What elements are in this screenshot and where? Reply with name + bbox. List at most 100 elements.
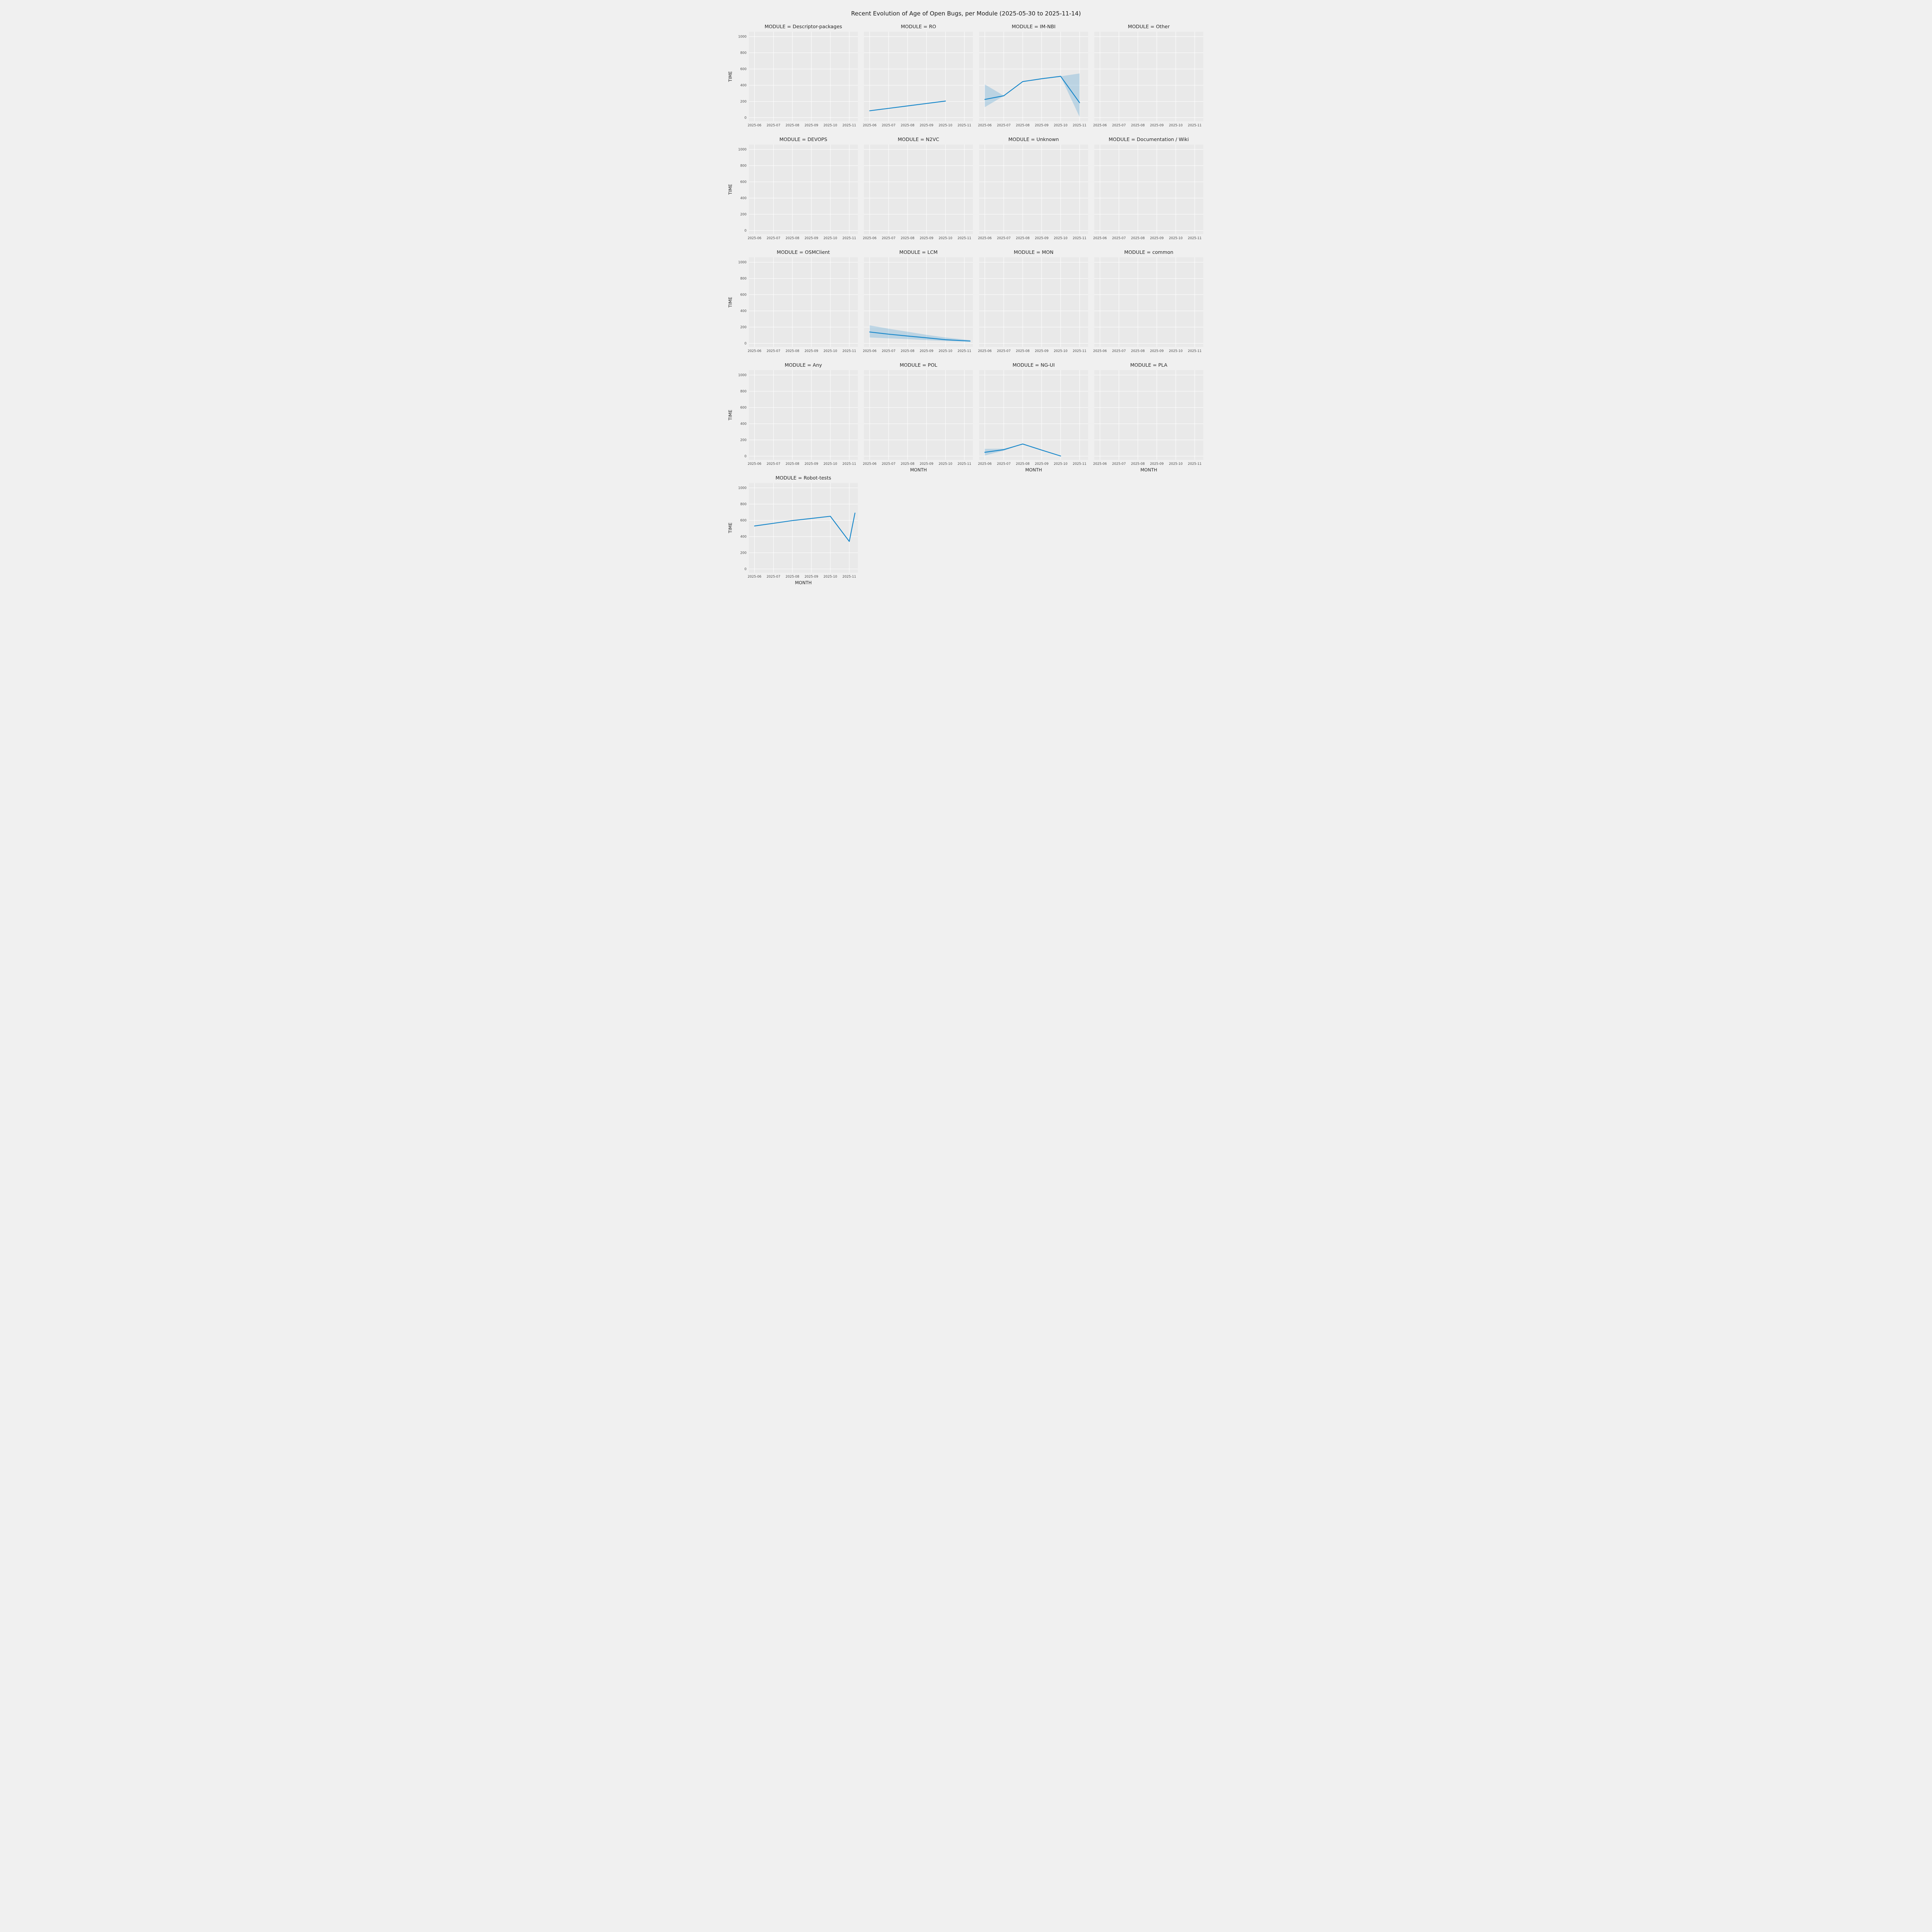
x-tick-label: 2025-08 [901, 462, 915, 466]
y-tick-label: 1000 [738, 261, 747, 265]
x-tick-label: 2025-10 [1054, 462, 1068, 466]
x-tick-label: 2025-08 [786, 124, 799, 128]
x-tick-label: 2025-08 [786, 349, 799, 353]
x-tick-label: 2025-08 [901, 349, 915, 353]
facet-POL: MODULE = POL 2025-06 2025-07 2025-08 2025-09… [863, 362, 973, 473]
x-tick-label: 2025-11 [1073, 462, 1087, 466]
y-tick-label: 200 [740, 100, 747, 104]
x-tick-label: 2025-07 [767, 124, 781, 128]
gridlines [749, 370, 858, 460]
x-tick-label: 2025-11 [957, 462, 971, 466]
x-tick-label: 2025-10 [1054, 124, 1068, 128]
facet-common: MODULE = common 2025-06 2025-07 2025-08 2025… [1093, 249, 1203, 353]
x-tick-label: 2025-07 [767, 575, 781, 579]
x-tick-label: 2025-06 [863, 124, 877, 128]
facet-title: MODULE = Unknown [1009, 136, 1059, 142]
plot-area [1094, 32, 1203, 121]
x-tick-label: 2025-08 [786, 575, 799, 579]
facet-title: MODULE = Descriptor-packages [765, 24, 842, 29]
x-tick-label: 2025-09 [920, 236, 934, 240]
facet-title: MODULE = POL [900, 362, 937, 368]
facet-Robot-tests: MODULE = Robot-tests 2025-06 2025-07 2025-0… [728, 475, 858, 585]
x-tick-label: 2025-08 [901, 124, 915, 128]
chart-title: Recent Evolution of Age of Open Bugs, pe… [851, 10, 1081, 17]
gridlines [749, 483, 858, 573]
x-tick-label: 2025-10 [939, 349, 952, 353]
facet-IM-NBI: MODULE = IM-NBI 2025-06 2025-07 2025-08 2025… [978, 24, 1088, 128]
x-tick-label: 2025-11 [1188, 349, 1202, 353]
x-tick-label: 2025-09 [804, 349, 818, 353]
facet-RO: MODULE = RO 2025-06 2025-07 2025-08 2025-09 2… [863, 24, 973, 128]
y-tick-label: 1000 [738, 35, 747, 39]
x-tick-label: 2025-09 [920, 124, 934, 128]
confidence-band [869, 325, 970, 342]
x-tick-label: 2025-10 [939, 236, 952, 240]
x-axis-label: MONTH [1140, 467, 1157, 473]
plot-area [979, 370, 1088, 460]
y-tick-label: 600 [740, 180, 747, 184]
facet-Any: MODULE = Any 2025-06 2025-07 2025-08 2025-09… [728, 362, 858, 466]
plot-area [864, 370, 973, 460]
y-tick-label: 1000 [738, 374, 747, 378]
series-line [869, 100, 946, 111]
x-tick-label: 2025-10 [1054, 236, 1068, 240]
y-tick-label: 200 [740, 326, 747, 330]
x-tick-label: 2025-07 [767, 349, 781, 353]
y-tick-label: 600 [740, 519, 747, 523]
facet-Unknown: MODULE = Unknown 2025-06 2025-07 2025-08 202… [978, 136, 1088, 240]
x-tick-label: 2025-09 [1150, 462, 1164, 466]
x-tick-label: 2025-07 [1112, 236, 1126, 240]
x-tick-label: 2025-06 [863, 236, 877, 240]
y-tick-label: 400 [740, 84, 747, 88]
gridlines [979, 32, 1088, 121]
x-tick-label: 2025-11 [1188, 236, 1202, 240]
x-tick-label: 2025-06 [978, 236, 992, 240]
x-tick-label: 2025-08 [1016, 124, 1030, 128]
x-tick-label: 2025-09 [1035, 462, 1049, 466]
plot-area [1094, 257, 1203, 347]
x-tick-label: 2025-06 [1093, 236, 1107, 240]
y-axis-label: TIME [728, 297, 733, 308]
x-tick-label: 2025-08 [786, 462, 799, 466]
x-tick-label: 2025-10 [939, 462, 952, 466]
gridlines [1094, 32, 1203, 121]
y-tick-label: 0 [745, 229, 747, 233]
facet-title: MODULE = Other [1128, 24, 1170, 29]
x-tick-label: 2025-11 [1188, 462, 1202, 466]
facet-title: MODULE = OSMClient [777, 249, 830, 255]
x-tick-label: 2025-09 [920, 462, 934, 466]
x-axis-label: MONTH [910, 467, 927, 473]
x-tick-label: 2025-08 [1016, 236, 1030, 240]
facet-MON: MODULE = MON 2025-06 2025-07 2025-08 2025-09… [978, 249, 1088, 353]
x-tick-label: 2025-07 [882, 462, 896, 466]
x-tick-label: 2025-11 [842, 236, 856, 240]
y-tick-label: 800 [740, 390, 747, 394]
x-tick-label: 2025-06 [1093, 124, 1107, 128]
y-tick-label: 0 [745, 455, 747, 459]
series-line [984, 76, 1080, 103]
x-axis-label: MONTH [795, 580, 811, 585]
x-tick-label: 2025-10 [823, 124, 837, 128]
x-tick-label: 2025-09 [1150, 124, 1164, 128]
x-tick-label: 2025-06 [863, 349, 877, 353]
facet-chart-svg: MODULE = Descriptor-packages 2025-06 2025-… [728, 24, 1203, 585]
x-tick-label: 2025-06 [748, 124, 762, 128]
gridlines [1094, 257, 1203, 347]
gridlines [864, 32, 973, 121]
y-tick-label: 600 [740, 293, 747, 297]
x-tick-label: 2025-10 [1169, 124, 1183, 128]
x-tick-label: 2025-07 [767, 462, 781, 466]
x-tick-label: 2025-07 [1112, 462, 1126, 466]
facet-Documentation / Wiki: MODULE = Documentation / Wiki 2025-06 2025… [1093, 136, 1203, 240]
x-tick-label: 2025-08 [1131, 236, 1145, 240]
y-tick-label: 0 [745, 342, 747, 346]
plot-area [749, 370, 858, 460]
y-tick-label: 400 [740, 422, 747, 426]
gridlines [1094, 370, 1203, 460]
x-tick-label: 2025-07 [882, 124, 896, 128]
x-tick-label: 2025-11 [1073, 124, 1087, 128]
y-tick-label: 0 [745, 568, 747, 571]
gridlines [864, 257, 973, 347]
gridlines [864, 145, 973, 234]
series-line [984, 443, 1061, 457]
